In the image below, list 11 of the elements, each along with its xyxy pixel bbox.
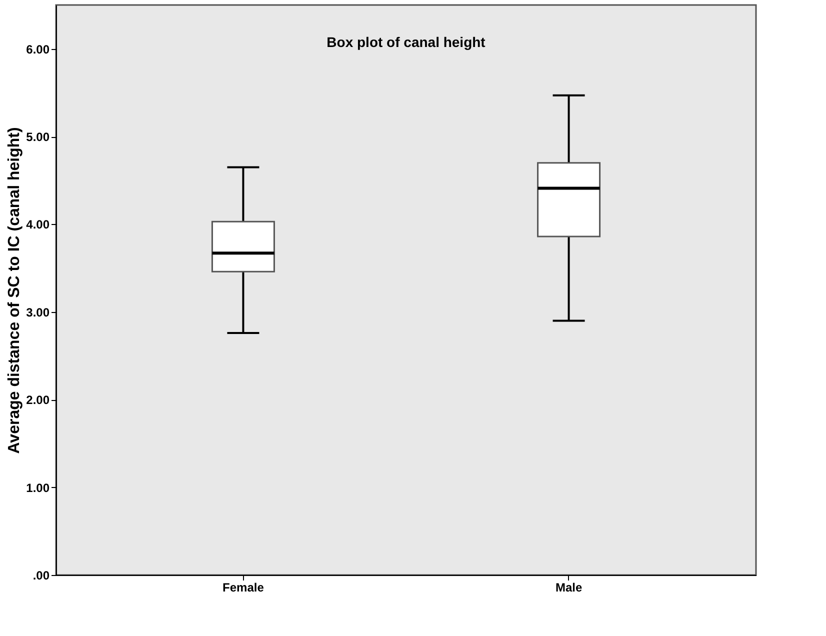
y-tick-label: 6.00 [26,42,50,56]
y-axis-title: Average distance of SC to IC (canal height) [6,127,24,454]
y-tick-label: 1.00 [26,480,50,495]
text: Box plot of canal height [326,34,486,50]
y-tick-label: 4.00 [26,218,50,232]
y-tick-label: .00 [32,568,50,582]
y-tick-label: 3.00 [26,305,50,320]
y-tick-label: 5.00 [26,130,50,144]
x-tick-label: Female [222,580,264,594]
x-tick-label: Male [555,580,582,594]
y-tick-label: 2.00 [26,393,50,408]
